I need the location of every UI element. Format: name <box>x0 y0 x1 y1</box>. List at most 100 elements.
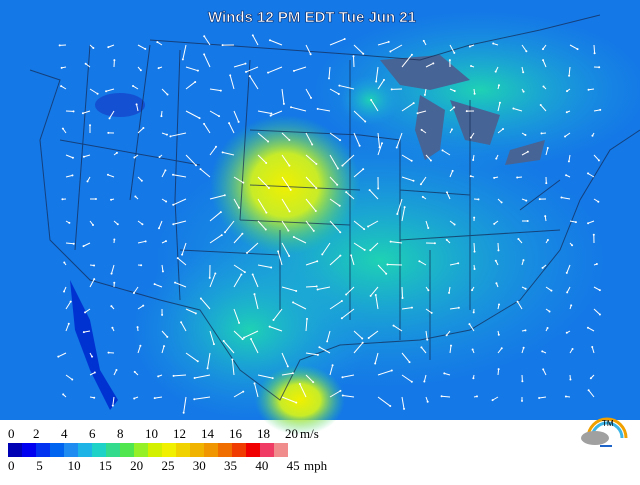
arrow-head <box>501 347 503 349</box>
arrow-head <box>241 233 243 235</box>
arrow-head <box>391 369 393 371</box>
tick-label: 20 <box>130 458 143 473</box>
arrow-head <box>111 327 113 329</box>
arrow-head <box>390 241 392 243</box>
arrow-head <box>145 240 147 242</box>
wind-arrow <box>594 45 595 53</box>
arrow-head <box>499 102 501 104</box>
tick-label: 0 <box>8 458 15 473</box>
swatch <box>106 443 120 457</box>
arrow-head <box>238 322 240 324</box>
unit-label: m/s <box>300 426 319 441</box>
arrow-head <box>238 121 240 123</box>
arrow-head <box>566 111 568 113</box>
arrow-head <box>452 170 454 172</box>
arrow-head <box>265 212 267 214</box>
arrow-head <box>564 136 566 138</box>
arrow-head <box>446 239 448 241</box>
arrow-head <box>341 317 343 319</box>
arrow-head <box>215 146 217 148</box>
wind-arrow <box>442 396 450 397</box>
arrow-head <box>92 47 94 49</box>
arrow-head <box>389 405 391 407</box>
arrow-head <box>116 152 118 154</box>
arrow-head <box>252 274 254 276</box>
arrow-head <box>154 283 156 285</box>
arrow-head <box>495 260 497 262</box>
arrow-head <box>140 69 142 71</box>
arrow-head <box>59 44 61 46</box>
arrow-head <box>221 234 223 236</box>
arrow-head <box>473 311 475 313</box>
arrow-head <box>336 184 338 186</box>
arrow-head <box>306 318 308 320</box>
arrow-head <box>421 129 423 131</box>
arrow-head <box>568 160 570 162</box>
arrow-head <box>293 70 295 72</box>
arrow-head <box>474 251 476 253</box>
arrow-head <box>521 400 523 402</box>
arrow-head <box>566 291 568 293</box>
arrow-head <box>142 127 144 129</box>
arrow-head <box>521 380 523 382</box>
arrow-head <box>328 77 330 79</box>
arrow-head <box>113 239 115 241</box>
arrow-head <box>361 337 363 339</box>
arrow-head <box>133 397 135 399</box>
swatch <box>246 443 260 457</box>
arrow-head <box>61 67 63 69</box>
arrow-head <box>159 156 161 158</box>
arrow-head <box>527 151 529 153</box>
arrow-head <box>214 273 216 275</box>
swatch <box>218 443 232 457</box>
arrow-head <box>566 272 568 274</box>
arrow-head <box>404 206 406 208</box>
arrow-head <box>473 217 475 219</box>
arrow-head <box>469 45 471 47</box>
logo-mark: TM <box>602 419 614 428</box>
arrow-head <box>86 180 88 182</box>
arrow-head <box>139 345 141 347</box>
tick-label: 18 <box>257 426 270 441</box>
arrow-head <box>396 147 398 149</box>
arrow-head <box>312 381 314 383</box>
arrow-head <box>321 253 323 255</box>
calm-zone <box>95 93 145 117</box>
arrow-head <box>272 377 274 379</box>
arrow-head <box>353 55 355 57</box>
arrow-head <box>115 369 117 371</box>
arrow-head <box>525 50 527 52</box>
arrow-head <box>441 395 443 397</box>
arrow-head <box>288 165 290 167</box>
arrow-head <box>412 180 414 182</box>
map-title: Winds 12 PM EDT Tue Jun 21 <box>208 9 416 26</box>
arrow-head <box>220 211 222 213</box>
arrow-head <box>181 254 183 256</box>
arrow-head <box>416 112 418 114</box>
arrow-head <box>593 234 595 236</box>
arrow-head <box>547 147 549 149</box>
arrow-head <box>134 371 136 373</box>
arrow-head <box>313 230 315 232</box>
arrow-head <box>413 102 415 104</box>
arrow-head <box>224 231 226 233</box>
arrow-head <box>213 343 215 345</box>
arrow-head <box>470 137 472 139</box>
arrow-head <box>83 156 85 158</box>
swatch <box>232 443 246 457</box>
arrow-head <box>177 257 179 259</box>
arrow-head <box>246 252 248 254</box>
arrow-head <box>166 336 168 338</box>
arrow-head <box>345 294 347 296</box>
arrow-head <box>541 350 543 352</box>
arrow-head <box>385 273 387 275</box>
arrow-head <box>154 397 156 399</box>
arrow-head <box>238 207 240 209</box>
arrow-head <box>588 389 590 391</box>
arrow-head <box>110 305 112 307</box>
arrow-head <box>91 356 93 358</box>
arrow-head <box>364 249 366 251</box>
arrow-head <box>250 338 252 340</box>
arrow-head <box>85 63 87 65</box>
arrow-head <box>454 223 456 225</box>
